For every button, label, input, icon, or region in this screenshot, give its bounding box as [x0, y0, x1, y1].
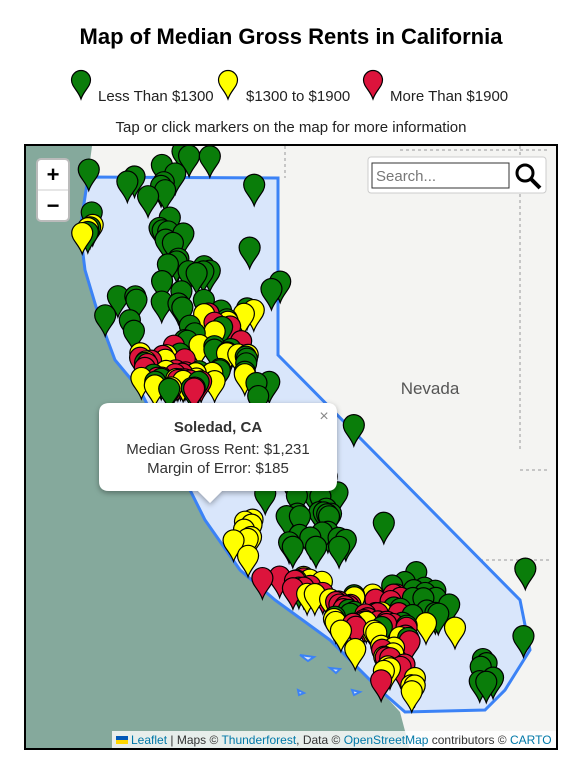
flag [116, 740, 128, 744]
marker[interactable] [158, 377, 181, 412]
marker [217, 69, 239, 101]
attribution-link[interactable]: OpenStreetMap [344, 733, 429, 747]
marker[interactable] [512, 625, 535, 660]
search-placeholder: Search... [376, 168, 436, 185]
marker[interactable] [475, 670, 498, 705]
attribution-text: | Maps © [167, 733, 221, 747]
border-line [284, 146, 550, 561]
marker[interactable] [182, 377, 206, 412]
search-icon-handle [529, 177, 542, 190]
attribution-text: , Data © [296, 733, 344, 747]
marker[interactable] [304, 535, 328, 570]
legend: Less Than $1300 $1300 to $1900 More Than $… [70, 69, 508, 105]
attribution-link[interactable]: Leaflet [131, 733, 168, 747]
marker[interactable] [251, 567, 274, 601]
marker[interactable] [236, 544, 260, 579]
marker[interactable] [329, 619, 353, 654]
marker[interactable] [344, 637, 367, 672]
marker[interactable] [243, 173, 266, 208]
zoom-in[interactable]: + [47, 162, 60, 187]
search-icon[interactable] [515, 163, 535, 183]
region-label: Nevada [401, 379, 460, 398]
marker[interactable] [514, 557, 537, 592]
instructions: Tap or click markers on the map for more… [116, 119, 467, 136]
popup-box [99, 403, 337, 503]
marker[interactable] [116, 170, 139, 205]
ocean [26, 146, 410, 748]
popup-line: Margin of Error: $185 [147, 460, 289, 477]
marker[interactable] [125, 288, 148, 323]
zoom-control: + − [36, 158, 70, 222]
marker[interactable] [94, 304, 117, 339]
marker[interactable] [106, 285, 130, 320]
popup[interactable]: Soledad, CA Median Gross Rent: $1,231 Ma… [99, 403, 337, 503]
attribution-link[interactable]: CARTO [510, 733, 552, 747]
marker[interactable] [71, 222, 94, 256]
attribution: Leaflet | Maps © Thunderforest, Data © O… [131, 733, 552, 747]
marker[interactable] [370, 669, 393, 704]
marker[interactable] [77, 158, 100, 193]
legend-label: More Than $1900 [390, 88, 508, 105]
popup-title: Soledad, CA [174, 419, 263, 436]
marker[interactable] [327, 535, 351, 570]
marker[interactable] [414, 612, 438, 647]
attribution-bg [112, 731, 556, 748]
map-frame [24, 144, 558, 750]
legend-label: $1300 to $1900 [246, 88, 350, 105]
marker[interactable] [177, 145, 201, 179]
zoom-out[interactable]: − [47, 193, 60, 218]
marker[interactable] [372, 511, 395, 546]
map: Nevada Soledad, CA Median Gross Rent: $1… [26, 145, 556, 748]
marker[interactable] [122, 319, 146, 354]
marker[interactable] [185, 262, 208, 297]
marker[interactable] [136, 185, 160, 220]
marker[interactable] [238, 236, 261, 271]
legend-label: Less Than $1300 [98, 88, 214, 105]
flag [116, 736, 128, 740]
attribution-link[interactable]: Thunderforest [221, 733, 296, 747]
marker[interactable] [443, 616, 467, 651]
marker[interactable] [150, 270, 174, 305]
marker[interactable] [260, 277, 283, 312]
search-input[interactable] [371, 162, 510, 189]
island [296, 654, 363, 697]
marker[interactable] [342, 414, 365, 449]
marker [362, 69, 384, 101]
marker[interactable] [198, 146, 221, 180]
title: Map of Median Gross Rents in California [80, 24, 504, 49]
attribution-text: contributors © [428, 733, 510, 747]
marker[interactable] [400, 680, 423, 715]
marker [70, 69, 92, 101]
popup-close[interactable]: × [319, 408, 328, 425]
popup-line: Median Gross Rent: $1,231 [126, 441, 309, 458]
marker[interactable] [288, 505, 311, 540]
search-control: Search... [367, 156, 547, 194]
marker[interactable] [281, 535, 304, 570]
